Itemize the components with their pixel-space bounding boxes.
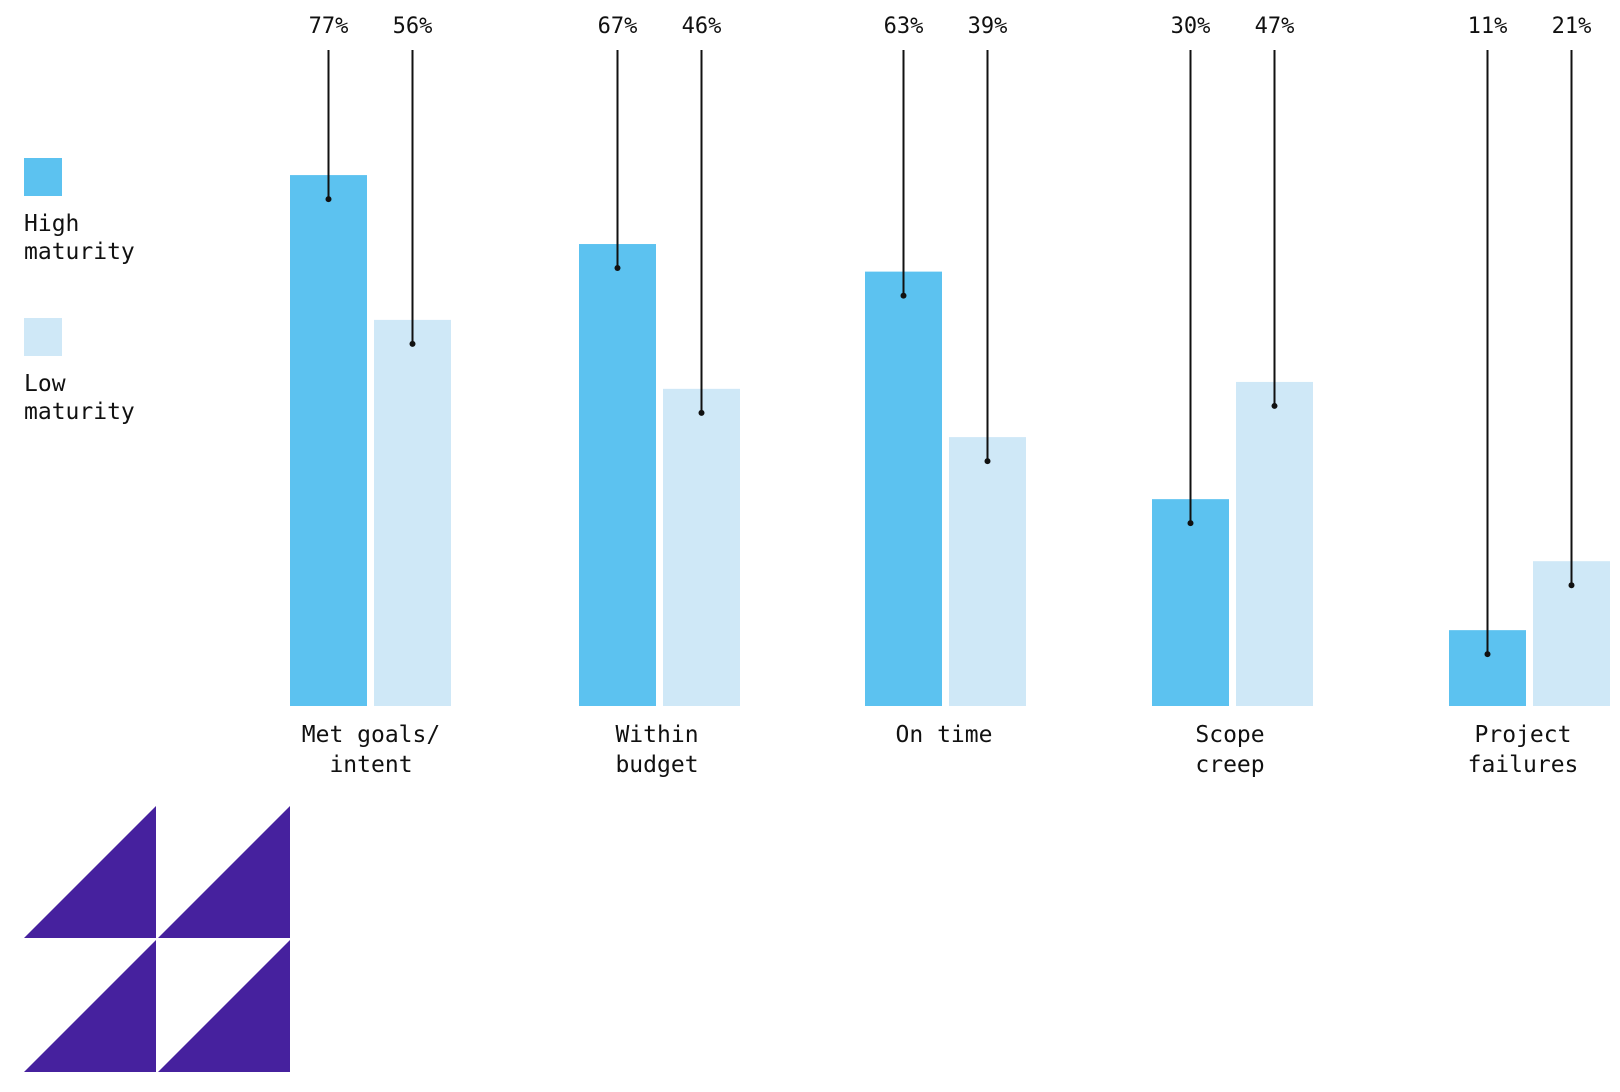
triangles-logo-icon: [24, 806, 290, 1072]
legend-swatch-low: [24, 318, 62, 356]
bar-low-on-time: [949, 437, 1026, 706]
leader-dot-high-met-goals: [325, 196, 332, 203]
data-label-high-on-time: 63%: [884, 14, 924, 39]
bar-low-scope-creep: [1236, 381, 1313, 706]
bar-high-met-goals: [290, 175, 367, 706]
leader-dot-high-on-time: [900, 292, 907, 299]
leader-dot-low-met-goals: [409, 340, 416, 347]
legend-item-high-maturity: High maturity: [24, 158, 164, 266]
bar-high-on-time: [865, 271, 942, 706]
legend-swatch-high: [24, 158, 62, 196]
category-label-on-time: On time: [895, 722, 993, 748]
category-label-met-goals: Met goals/ intent: [301, 722, 441, 778]
data-label-low-project-failures: 21%: [1552, 14, 1592, 39]
data-label-high-project-failures: 11%: [1468, 14, 1508, 39]
leader-dot-low-within-budget: [698, 409, 705, 416]
data-label-low-within-budget: 46%: [682, 14, 722, 39]
data-label-low-met-goals: 56%: [393, 14, 433, 39]
legend-item-low-maturity: Low maturity: [24, 318, 164, 426]
bar-high-within-budget: [579, 244, 656, 706]
data-label-high-met-goals: 77%: [309, 14, 349, 39]
bar-low-within-budget: [663, 388, 740, 706]
data-label-low-scope-creep: 47%: [1255, 14, 1295, 39]
bar-high-scope-creep: [1152, 499, 1229, 706]
leader-dot-high-project-failures: [1484, 651, 1491, 658]
data-label-low-on-time: 39%: [968, 14, 1008, 39]
category-label-project-failures: Project failures: [1467, 722, 1579, 778]
bar-low-met-goals: [374, 319, 451, 706]
leader-dot-low-project-failures: [1568, 582, 1575, 589]
leader-dot-low-on-time: [984, 458, 991, 465]
leader-dot-high-scope-creep: [1187, 520, 1194, 527]
data-label-high-scope-creep: 30%: [1171, 14, 1211, 39]
category-label-within-budget: Within budget: [615, 722, 699, 778]
data-label-high-within-budget: 67%: [598, 14, 638, 39]
legend-label-high: High maturity: [24, 211, 135, 265]
legend-label-low: Low maturity: [24, 371, 135, 425]
category-label-scope-creep: Scope creep: [1195, 722, 1265, 778]
leader-dot-low-scope-creep: [1271, 402, 1278, 409]
leader-dot-high-within-budget: [614, 265, 621, 272]
